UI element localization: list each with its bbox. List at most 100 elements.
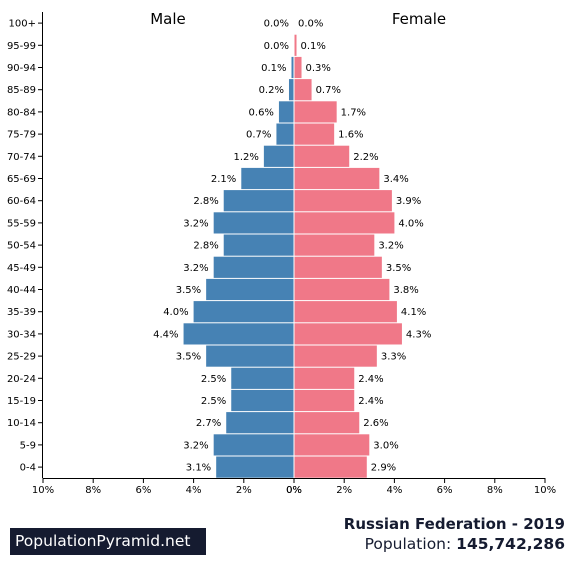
y-tick-label: 95-99	[7, 41, 36, 52]
bar-female	[294, 124, 334, 145]
population-value: 145,742,286	[456, 535, 565, 553]
data-label-male: 2.5%	[201, 374, 226, 385]
bar-female	[294, 212, 394, 233]
data-label-male: 0.6%	[249, 107, 274, 118]
x-tick-label: 10%	[534, 485, 556, 496]
data-label-male: 2.7%	[196, 418, 221, 429]
data-label-female: 0.7%	[316, 85, 341, 96]
y-tick-label: 5-9	[20, 440, 36, 451]
data-label-male: 2.5%	[201, 396, 226, 407]
bar-female	[294, 346, 377, 367]
population-label: Population:	[365, 535, 457, 553]
bar-male	[184, 323, 294, 344]
data-label-male: 4.0%	[163, 307, 188, 318]
data-label-male: 3.1%	[186, 463, 211, 474]
data-label-male: 0.0%	[264, 41, 289, 52]
data-label-male: 0.0%	[264, 19, 289, 30]
bar-female	[294, 168, 379, 189]
data-label-female: 3.9%	[396, 196, 421, 207]
bar-female	[294, 457, 367, 478]
x-tick-label: 2%	[336, 485, 352, 496]
y-tick-label: 30-34	[7, 329, 36, 340]
data-label-female: 2.6%	[363, 418, 388, 429]
y-tick-label: 85-89	[7, 85, 36, 96]
data-label-female: 1.7%	[341, 107, 366, 118]
y-tick-label: 20-24	[7, 374, 36, 385]
bar-male	[289, 79, 294, 100]
y-tick-label: 50-54	[7, 241, 36, 252]
bar-female	[294, 190, 392, 211]
y-tick-label: 35-39	[7, 307, 36, 318]
data-label-male: 0.1%	[261, 63, 286, 74]
x-tick-label: 6%	[437, 485, 453, 496]
bar-male	[279, 101, 294, 122]
bar-female	[294, 279, 389, 300]
bar-female	[294, 434, 369, 455]
bar-male	[231, 390, 294, 411]
bar-female	[294, 146, 349, 167]
bar-male	[264, 146, 294, 167]
x-tick-label: 4%	[186, 485, 202, 496]
x-tick-label: 6%	[135, 485, 151, 496]
male-label: Male	[150, 10, 186, 28]
x-tick-label: 8%	[85, 485, 101, 496]
data-label-female: 3.8%	[393, 285, 418, 296]
data-label-male: 3.2%	[183, 218, 208, 229]
bar-female	[294, 368, 354, 389]
bar-female	[294, 323, 402, 344]
bar-male	[224, 235, 294, 256]
bar-male	[231, 368, 294, 389]
data-label-male: 0.7%	[246, 130, 271, 141]
bar-male	[241, 168, 294, 189]
y-tick-label: 25-29	[7, 352, 36, 363]
bar-female	[294, 79, 312, 100]
data-label-female: 3.5%	[386, 263, 411, 274]
data-label-female: 2.4%	[358, 374, 383, 385]
data-label-male: 2.8%	[193, 241, 218, 252]
y-tick-label: 55-59	[7, 218, 36, 229]
bar-male	[206, 346, 294, 367]
data-label-male: 0.2%	[259, 85, 284, 96]
data-label-female: 0.0%	[298, 19, 323, 30]
bar-male	[206, 279, 294, 300]
bar-male	[224, 190, 294, 211]
bar-female	[294, 301, 397, 322]
data-label-female: 3.0%	[373, 440, 398, 451]
bar-male	[226, 412, 294, 433]
y-tick-label: 90-94	[7, 63, 36, 74]
x-tick-label: 0%	[286, 485, 302, 496]
data-label-female: 3.3%	[381, 352, 406, 363]
chart-title: Russian Federation - 2019	[344, 514, 565, 534]
bar-female	[294, 412, 359, 433]
y-tick-label: 45-49	[7, 263, 36, 274]
data-label-female: 1.6%	[338, 130, 363, 141]
data-label-female: 2.4%	[358, 396, 383, 407]
female-label: Female	[392, 10, 446, 28]
y-tick-label: 75-79	[7, 130, 36, 141]
brand-logo[interactable]: PopulationPyramid.net	[10, 528, 206, 555]
data-label-female: 4.0%	[398, 218, 423, 229]
y-tick-label: 15-19	[7, 396, 36, 407]
data-label-female: 0.1%	[301, 41, 326, 52]
bar-male	[214, 212, 294, 233]
bar-male	[194, 301, 294, 322]
data-label-male: 2.8%	[193, 196, 218, 207]
y-tick-label: 40-44	[7, 285, 36, 296]
bar-female	[294, 390, 354, 411]
data-label-male: 3.5%	[176, 285, 201, 296]
y-tick-label: 70-74	[7, 152, 36, 163]
bar-female	[294, 101, 337, 122]
y-tick-label: 60-64	[7, 196, 36, 207]
bar-female	[294, 235, 374, 256]
population-pyramid-chart: 100+ 0.0% 0.0% 95-99 0.0% 0.1% 90-94 0.1% 0.3% 85…	[0, 0, 575, 505]
y-tick-label: 100+	[9, 19, 36, 30]
data-label-male: 3.2%	[183, 263, 208, 274]
data-label-male: 4.4%	[153, 329, 178, 340]
data-label-male: 3.2%	[183, 440, 208, 451]
data-label-female: 3.2%	[378, 241, 403, 252]
data-label-male: 2.1%	[211, 174, 236, 185]
data-label-female: 4.3%	[406, 329, 431, 340]
x-tick-label: 8%	[487, 485, 503, 496]
bar-female	[294, 57, 302, 78]
y-tick-label: 0-4	[20, 463, 36, 474]
